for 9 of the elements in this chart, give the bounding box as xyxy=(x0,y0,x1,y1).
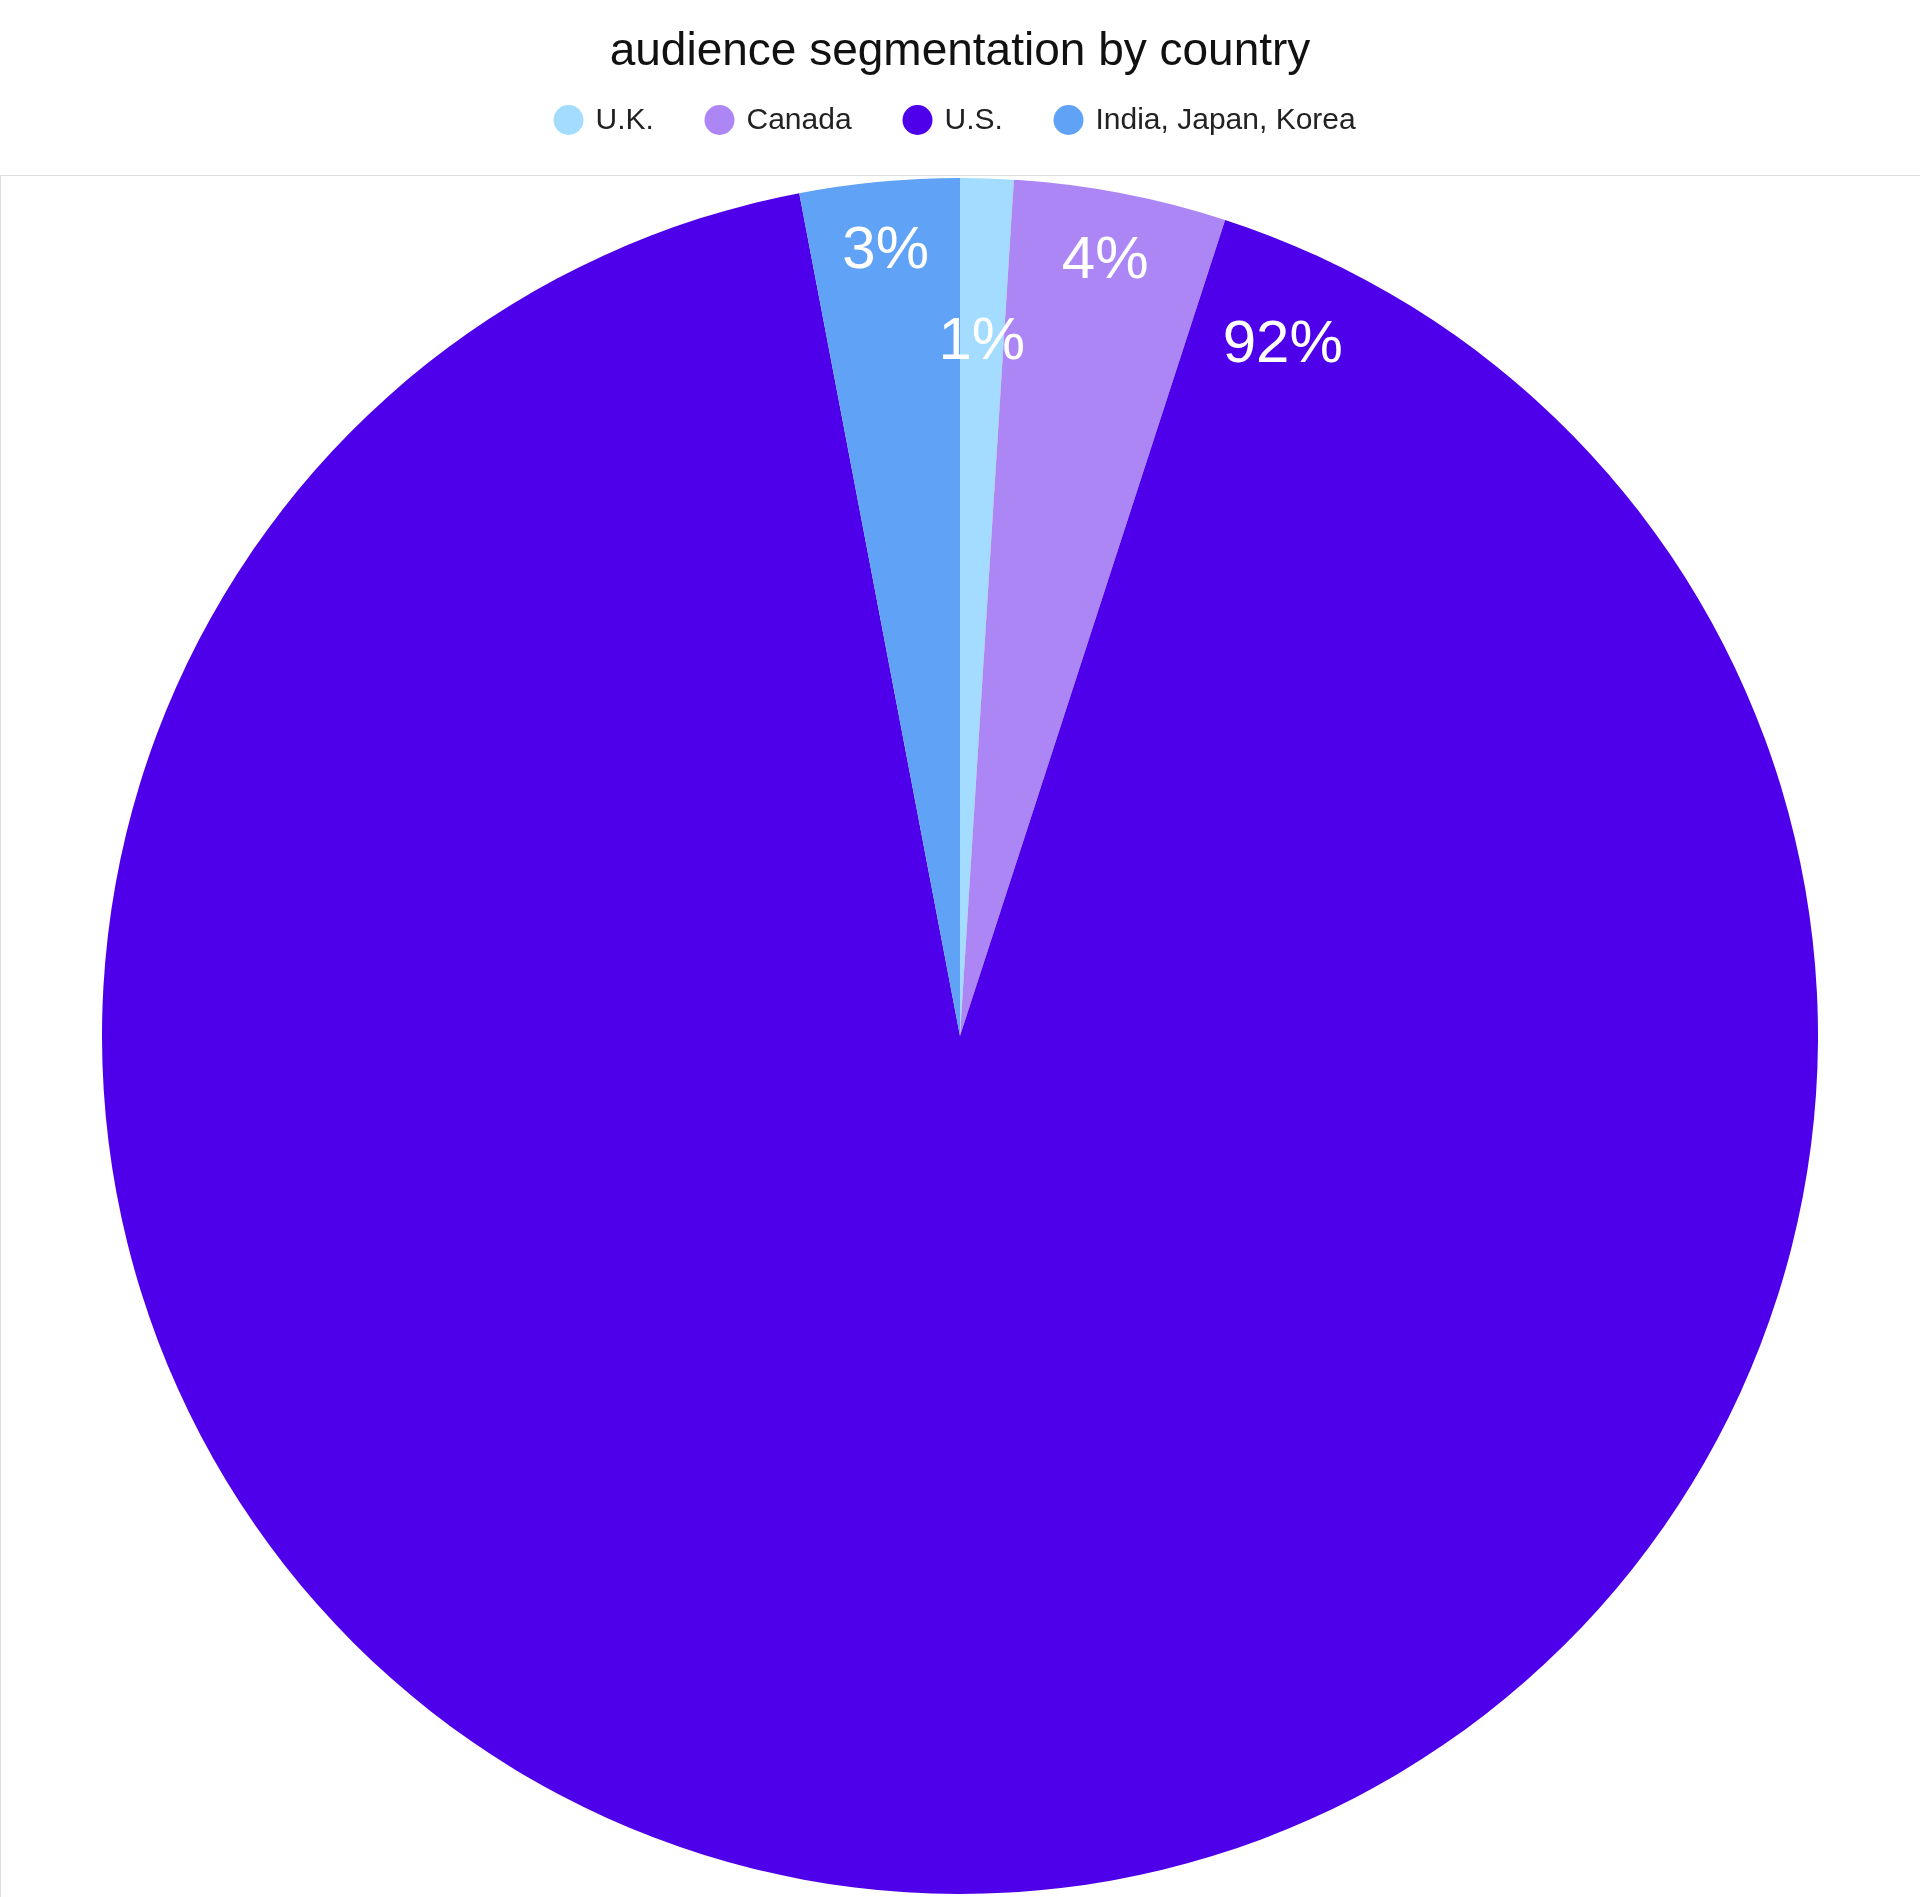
legend-label: U.K. xyxy=(595,102,654,135)
data-label: 92% xyxy=(1222,307,1343,375)
data-label: 4% xyxy=(1061,224,1149,292)
legend-label: India, Japan, Korea xyxy=(1095,102,1356,135)
data-label: 3% xyxy=(842,214,930,282)
chart-title: audience segmentation by country xyxy=(609,23,1311,75)
pie-slice xyxy=(102,193,1818,1894)
legend-label: U.S. xyxy=(944,102,1003,135)
legend-label: Canada xyxy=(746,102,852,135)
